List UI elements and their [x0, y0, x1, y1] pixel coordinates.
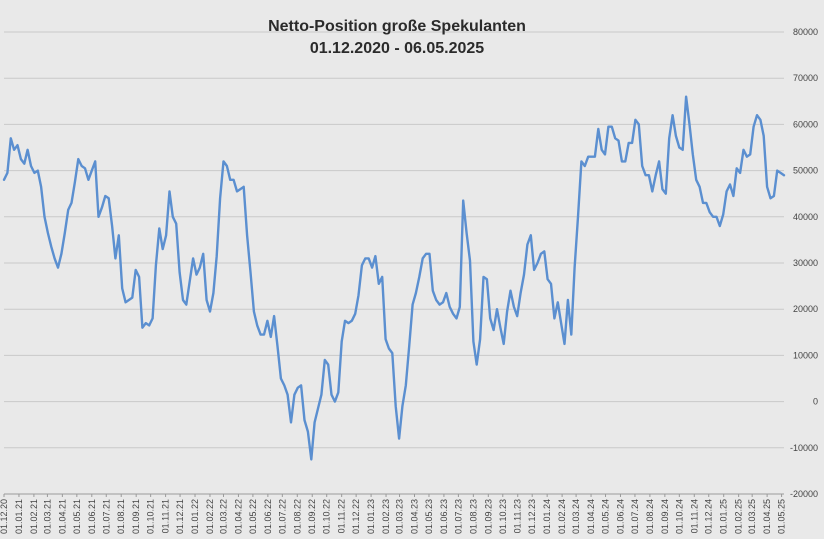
- y-tick-label: 0: [813, 397, 818, 407]
- x-tick-label: 01.08.23: [468, 499, 478, 534]
- x-tick-label: 01.04.21: [57, 499, 67, 534]
- x-tick-label: 01.02.23: [381, 499, 391, 534]
- x-tick-label: 01.05.23: [424, 499, 434, 534]
- x-tick-label: 01.04.25: [762, 499, 772, 534]
- x-tick-label: 01.08.22: [292, 499, 302, 534]
- x-tick-label: 01.01.22: [190, 499, 200, 534]
- x-tick-label: 01.03.21: [42, 499, 52, 534]
- x-tick-label: 01.04.24: [586, 499, 596, 534]
- x-tick-label: 01.06.22: [263, 499, 273, 534]
- x-tick-label: 01.05.25: [777, 499, 787, 534]
- x-tick-label: 01.03.22: [218, 499, 228, 534]
- x-tick-label: 01.03.23: [395, 499, 405, 534]
- y-tick-label: 20000: [793, 304, 818, 314]
- x-tick-label: 01.10.24: [674, 499, 684, 534]
- y-tick-label: 10000: [793, 350, 818, 360]
- y-tick-label: -10000: [790, 443, 818, 453]
- x-tick-label: 01.11.23: [513, 499, 523, 533]
- x-tick-label: 01.07.24: [630, 499, 640, 534]
- chart-subtitle: 01.12.2020 - 06.05.2025: [310, 40, 484, 57]
- x-tick-label: 01.02.21: [29, 499, 39, 534]
- x-tick-label: 01.07.22: [277, 499, 287, 534]
- x-tick-label: 01.12.21: [175, 499, 185, 534]
- x-tick-label: 01.08.24: [645, 499, 655, 534]
- y-tick-label: 40000: [793, 212, 818, 222]
- x-tick-label: 01.11.21: [161, 499, 171, 533]
- x-tick-label: 01.12.24: [704, 499, 714, 534]
- x-tick-label: 01.12.22: [351, 499, 361, 534]
- series-line: [2, 95, 786, 461]
- x-tick-label: 01.12.23: [527, 499, 537, 534]
- x-tick-label: 01.01.24: [542, 499, 552, 534]
- x-tick-label: 01.09.22: [307, 499, 317, 534]
- x-tick-label: 01.04.23: [410, 499, 420, 534]
- y-tick-label: 80000: [793, 27, 818, 37]
- x-tick-label: 01.01.25: [719, 499, 729, 534]
- x-tick-label: 01.02.22: [205, 499, 215, 534]
- x-tick-label: 01.09.21: [131, 499, 141, 534]
- x-tick-label: 01.08.21: [116, 499, 126, 534]
- x-tick-label: 01.05.24: [601, 499, 611, 534]
- x-tick-label: 01.02.24: [557, 499, 567, 534]
- y-tick-label: 50000: [793, 166, 818, 176]
- x-tick-label: 01.12.20: [0, 499, 9, 534]
- y-tick-label: 60000: [793, 119, 818, 129]
- x-tick-label: 01.09.24: [660, 499, 670, 534]
- x-tick-label: 01.03.25: [747, 499, 757, 534]
- x-tick-label: 01.10.21: [146, 499, 156, 534]
- x-tick-label: 01.02.25: [734, 499, 744, 534]
- axis-layer: 80000 70000 60000 50000 40000 30000 20000 10000…: [0, 27, 818, 534]
- x-tick-label: 01.06.23: [439, 499, 449, 534]
- series-layer: [2, 95, 786, 461]
- chart-title: Netto-Position große Spekulanten: [268, 18, 526, 35]
- x-tick-label: 01.05.21: [72, 499, 82, 534]
- x-tick-label: 01.07.23: [453, 499, 463, 534]
- x-tick-label: 01.07.21: [101, 499, 111, 534]
- x-tick-label: 01.06.24: [615, 499, 625, 534]
- x-tick-label: 01.11.22: [337, 499, 347, 533]
- x-tick-label: 01.11.24: [689, 499, 699, 533]
- x-tick-label: 01.09.23: [483, 499, 493, 534]
- x-tick-label: 01.04.22: [233, 499, 243, 534]
- y-tick-label: -20000: [790, 489, 818, 499]
- x-tick-label: 01.05.22: [248, 499, 258, 534]
- y-tick-label: 70000: [793, 73, 818, 83]
- x-tick-label: 01.03.24: [571, 499, 581, 534]
- x-tick-label: 01.06.21: [87, 499, 97, 534]
- x-tick-label: 01.01.23: [366, 499, 376, 534]
- y-tick-label: 30000: [793, 258, 818, 268]
- x-tick-label: 01.01.21: [14, 499, 24, 534]
- x-tick-label: 01.10.22: [322, 499, 332, 534]
- x-tick-label: 01.10.23: [498, 499, 508, 534]
